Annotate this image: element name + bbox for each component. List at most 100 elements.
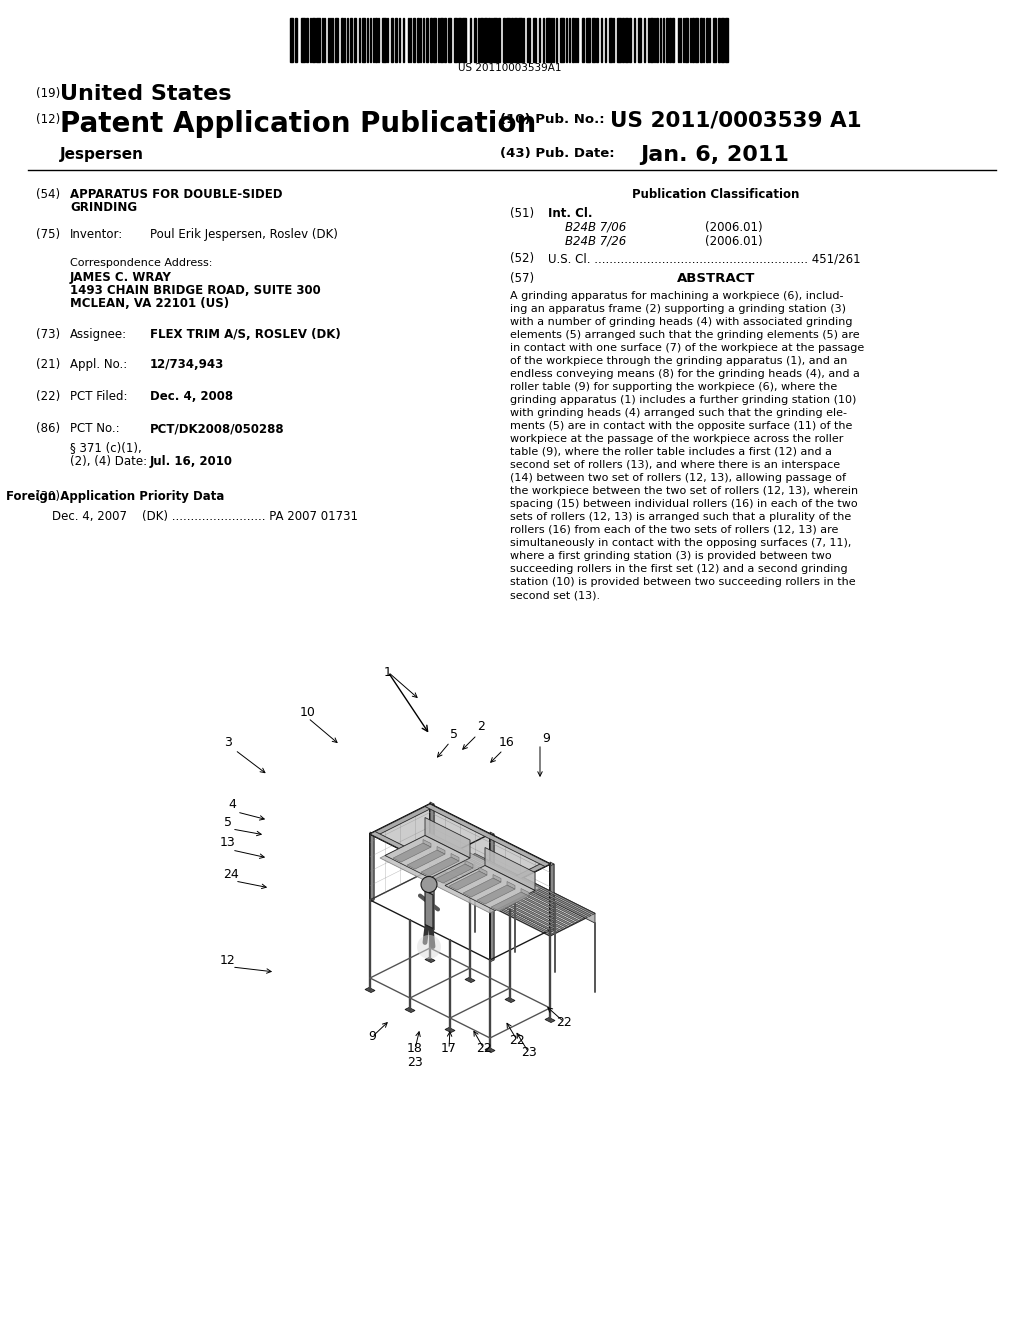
Polygon shape xyxy=(505,998,515,1002)
Text: Inventor:: Inventor: xyxy=(70,228,123,242)
Circle shape xyxy=(417,935,441,958)
Polygon shape xyxy=(469,855,591,916)
Text: table (9), where the roller table includes a first (12) and a: table (9), where the roller table includ… xyxy=(510,447,831,457)
Polygon shape xyxy=(385,836,470,878)
Text: spacing (15) between individual rollers (16) in each of the two: spacing (15) between individual rollers … xyxy=(510,499,858,510)
Text: Foreign Application Priority Data: Foreign Application Priority Data xyxy=(6,490,224,503)
Text: 9: 9 xyxy=(542,731,550,744)
Polygon shape xyxy=(462,859,584,920)
Text: 13: 13 xyxy=(220,837,236,850)
Bar xyxy=(350,18,352,62)
Bar xyxy=(582,18,584,62)
Text: 9: 9 xyxy=(368,1031,376,1044)
Text: 23: 23 xyxy=(408,1056,423,1069)
Text: 12: 12 xyxy=(220,953,236,966)
Polygon shape xyxy=(435,873,557,933)
Bar xyxy=(474,18,476,62)
Polygon shape xyxy=(370,832,374,900)
Text: (86): (86) xyxy=(36,422,60,436)
Polygon shape xyxy=(425,817,470,858)
Text: Publication Classification: Publication Classification xyxy=(632,187,800,201)
Bar xyxy=(718,18,720,62)
Text: § 371 (c)(1),: § 371 (c)(1), xyxy=(70,441,141,454)
Bar xyxy=(511,18,513,62)
Text: (22): (22) xyxy=(36,389,60,403)
Text: workpiece at the passage of the workpiece across the roller: workpiece at the passage of the workpiec… xyxy=(510,434,844,444)
Text: Assignee:: Assignee: xyxy=(70,327,127,341)
Polygon shape xyxy=(432,874,554,935)
Polygon shape xyxy=(370,804,435,837)
Polygon shape xyxy=(380,833,540,913)
Bar xyxy=(650,18,653,62)
Text: B24B 7/06: B24B 7/06 xyxy=(565,220,627,234)
Bar xyxy=(444,18,446,62)
Polygon shape xyxy=(370,834,374,902)
Text: US 20110003539A1: US 20110003539A1 xyxy=(459,63,562,73)
Polygon shape xyxy=(370,832,495,894)
Text: PCT Filed:: PCT Filed: xyxy=(70,389,128,403)
Bar xyxy=(617,18,621,62)
Bar xyxy=(625,18,628,62)
Polygon shape xyxy=(445,866,535,911)
Polygon shape xyxy=(430,854,475,886)
Bar xyxy=(592,18,595,62)
Text: in contact with one surface (7) of the workpiece at the passage: in contact with one surface (7) of the w… xyxy=(510,343,864,352)
Polygon shape xyxy=(479,867,487,875)
Polygon shape xyxy=(550,865,554,932)
Bar xyxy=(514,18,517,62)
Bar xyxy=(341,18,343,62)
Text: 22: 22 xyxy=(556,1015,571,1028)
Polygon shape xyxy=(507,882,515,890)
Bar xyxy=(685,18,688,62)
Bar xyxy=(295,18,297,62)
Text: with grinding heads (4) arranged such that the grinding ele-: with grinding heads (4) arranged such th… xyxy=(510,408,847,418)
Text: (75): (75) xyxy=(36,228,60,242)
Polygon shape xyxy=(430,854,595,936)
Bar xyxy=(672,18,674,62)
Text: second set (13).: second set (13). xyxy=(510,590,600,601)
Polygon shape xyxy=(490,892,529,911)
Polygon shape xyxy=(446,867,568,928)
Text: US 2011/0003539 A1: US 2011/0003539 A1 xyxy=(610,110,861,129)
Bar xyxy=(666,18,668,62)
Text: Appl. No.:: Appl. No.: xyxy=(70,358,127,371)
Bar xyxy=(382,18,386,62)
Bar xyxy=(462,18,466,62)
Polygon shape xyxy=(430,804,434,873)
Bar xyxy=(721,18,724,62)
Bar xyxy=(362,18,365,62)
Polygon shape xyxy=(475,854,595,923)
Text: 3: 3 xyxy=(224,737,232,750)
Bar xyxy=(586,18,590,62)
Text: (2006.01): (2006.01) xyxy=(705,235,763,248)
Polygon shape xyxy=(465,978,475,982)
Bar xyxy=(306,18,308,62)
Bar xyxy=(546,18,550,62)
Bar xyxy=(713,18,716,62)
Polygon shape xyxy=(463,878,501,898)
Bar xyxy=(488,18,490,62)
Text: with a number of grinding heads (4) with associated grinding: with a number of grinding heads (4) with… xyxy=(510,317,853,327)
Bar xyxy=(527,18,530,62)
Text: ing an apparatus frame (2) supporting a grinding station (3): ing an apparatus frame (2) supporting a … xyxy=(510,304,846,314)
Polygon shape xyxy=(490,894,494,962)
Polygon shape xyxy=(421,857,459,876)
Bar xyxy=(433,18,436,62)
Text: sets of rollers (12, 13) is arranged such that a plurality of the: sets of rollers (12, 13) is arranged suc… xyxy=(510,512,851,521)
Bar xyxy=(449,18,451,62)
Text: JAMES C. WRAY: JAMES C. WRAY xyxy=(70,271,172,284)
Bar xyxy=(493,18,497,62)
Bar xyxy=(316,18,319,62)
Text: 1: 1 xyxy=(384,665,392,678)
Text: rollers (16) from each of the two sets of rollers (12, 13) are: rollers (16) from each of the two sets o… xyxy=(510,525,839,535)
Text: United States: United States xyxy=(60,84,231,104)
Text: MCLEAN, VA 22101 (US): MCLEAN, VA 22101 (US) xyxy=(70,297,229,310)
Text: (12): (12) xyxy=(36,114,60,125)
Text: (43) Pub. Date:: (43) Pub. Date: xyxy=(500,147,614,160)
Polygon shape xyxy=(493,874,501,882)
Text: elements (5) arranged such that the grinding elements (5) are: elements (5) arranged such that the grin… xyxy=(510,330,859,341)
Text: ments (5) are in contact with the opposite surface (11) of the: ments (5) are in contact with the opposi… xyxy=(510,421,852,432)
Bar xyxy=(596,18,598,62)
Polygon shape xyxy=(393,843,431,862)
Text: 16: 16 xyxy=(499,737,515,750)
